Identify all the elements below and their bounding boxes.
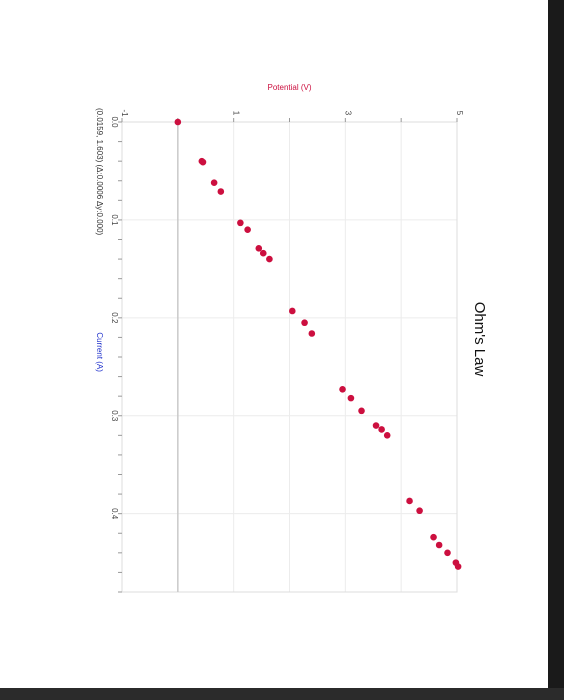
chart-title: Ohm's Law [471,302,488,377]
data-point [266,255,273,263]
data-point [383,432,391,439]
data-point [288,307,296,315]
data-point [347,394,355,402]
data-point [435,541,443,549]
data-point [210,179,218,187]
data-point [339,386,346,393]
grid-lines-potential [177,122,402,592]
data-point [372,422,380,429]
data-point [301,319,308,327]
data-point [444,549,451,557]
x-tick-label: 0.4 [110,508,119,520]
x-tick-label: 0.0 [110,116,119,128]
y-tick-label: 1 [232,111,241,116]
data-point [416,507,423,515]
cursor-readout: (0.0159, 1.603) (Δ:0.0006 Δy:0.000) [95,108,104,236]
y-tick-labels: -1 1 3 5 [120,109,464,122]
y-tick-label: 5 [455,111,464,116]
data-point [199,158,207,166]
data-point [454,563,462,570]
y-tick-label: 3 [343,111,352,116]
data-point [255,245,263,252]
x-tick-labels: 0.0 0.1 0.2 0.3 0.4 [110,116,122,593]
data-point [378,426,385,433]
data-point [406,497,413,505]
data-point [244,226,251,234]
bottom-bar [0,688,564,700]
data-points [174,118,462,570]
x-tick-label: 0.3 [110,410,119,422]
data-point [259,249,267,257]
x-tick-label: 0.1 [110,214,119,226]
y-tick-label: -1 [120,109,129,117]
axis-labels: Ohm's Law Current (A) Potential (V) (0.0… [95,83,488,376]
x-axis-label: Current (A) [95,332,104,372]
data-point [358,407,365,415]
x-tick-label: 0.2 [110,312,119,324]
data-point [308,330,316,337]
data-point [174,118,182,126]
data-point [237,219,244,227]
data-point [430,533,437,541]
y-axis-label: Potential (V) [267,83,311,92]
right-edge-bar [548,0,564,688]
data-point [217,188,225,195]
